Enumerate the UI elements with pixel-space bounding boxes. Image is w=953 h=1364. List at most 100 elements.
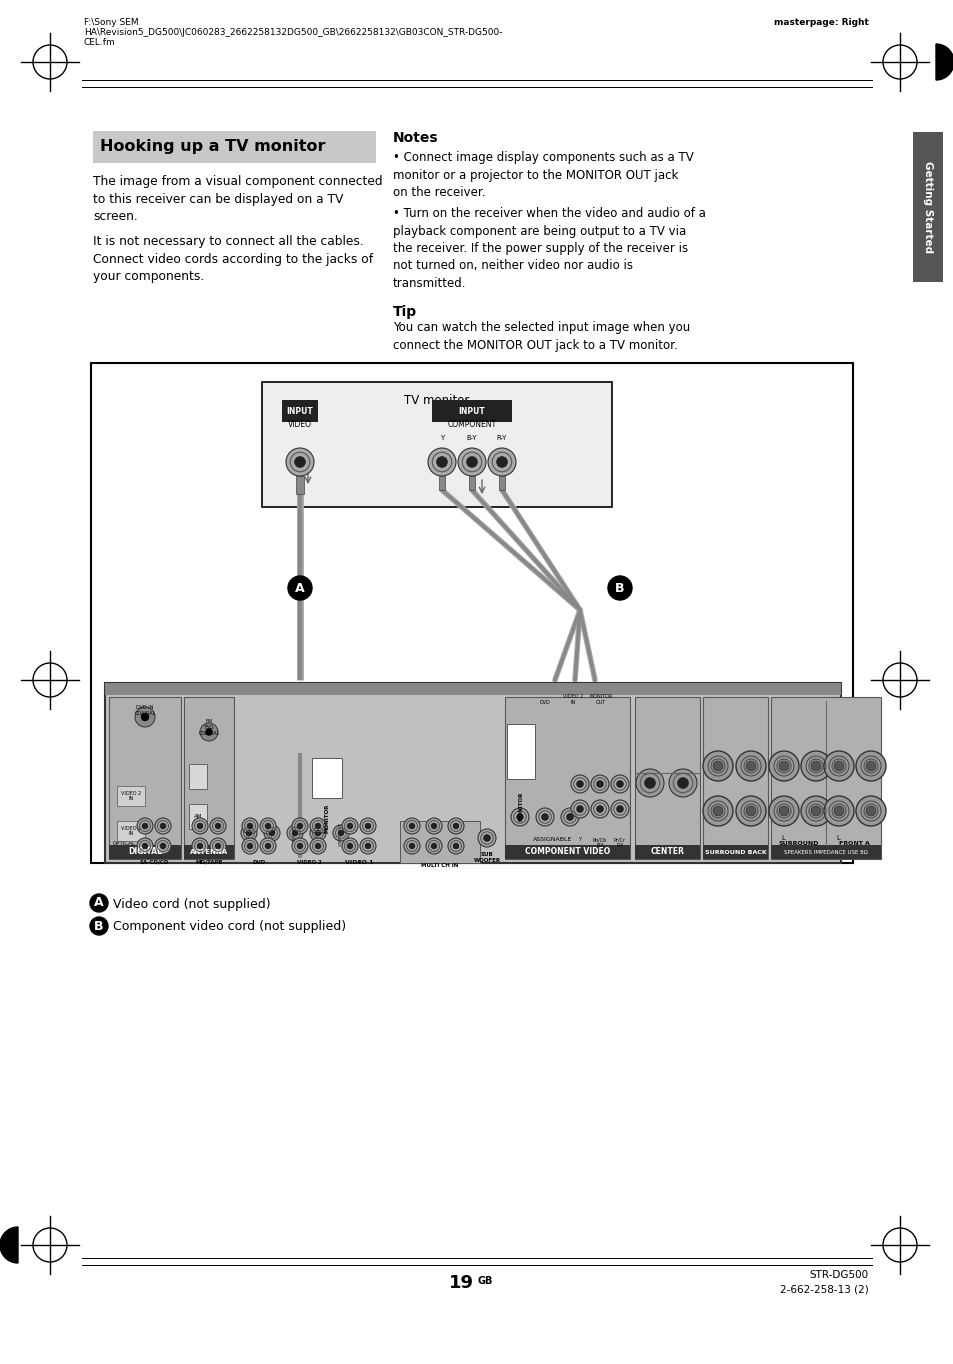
Circle shape xyxy=(246,831,252,836)
Bar xyxy=(702,846,767,859)
Circle shape xyxy=(260,818,275,833)
Bar xyxy=(295,476,304,494)
Bar xyxy=(282,400,317,421)
Circle shape xyxy=(287,825,303,842)
Text: DVD IN
COAXIAL: DVD IN COAXIAL xyxy=(134,705,155,716)
Bar xyxy=(189,764,207,788)
Circle shape xyxy=(214,822,221,829)
Text: A: A xyxy=(94,896,104,910)
Text: B-Y: B-Y xyxy=(466,435,476,441)
Circle shape xyxy=(668,769,697,797)
Circle shape xyxy=(314,831,320,836)
Circle shape xyxy=(310,818,326,833)
Circle shape xyxy=(137,818,152,833)
Circle shape xyxy=(457,447,485,476)
Circle shape xyxy=(196,843,203,848)
Circle shape xyxy=(616,780,623,787)
Bar xyxy=(312,758,341,798)
Circle shape xyxy=(210,818,226,833)
Circle shape xyxy=(409,822,415,829)
Circle shape xyxy=(160,822,166,829)
Circle shape xyxy=(242,818,257,833)
Circle shape xyxy=(294,457,305,468)
Text: HA\Revision5_DG500\JC060283_2662258132DG500_GB\2662258132\GB03CON_STR-DG500-: HA\Revision5_DG500\JC060283_2662258132DG… xyxy=(84,29,502,37)
Circle shape xyxy=(214,843,221,848)
Circle shape xyxy=(448,837,463,854)
Text: ANTENNA: ANTENNA xyxy=(190,848,228,855)
Text: SURROUND BACK: SURROUND BACK xyxy=(704,850,765,854)
Text: VIDEO IN: VIDEO IN xyxy=(315,822,319,842)
Circle shape xyxy=(702,797,732,827)
Circle shape xyxy=(801,797,830,827)
Circle shape xyxy=(483,835,490,842)
Text: VIDEO 2
IN: VIDEO 2 IN xyxy=(562,694,582,705)
Circle shape xyxy=(154,818,171,833)
Circle shape xyxy=(200,723,218,741)
Circle shape xyxy=(576,780,583,787)
Text: GB: GB xyxy=(477,1275,493,1286)
Text: Component video cord (not supplied): Component video cord (not supplied) xyxy=(112,919,346,933)
Text: R-Y: R-Y xyxy=(497,435,507,441)
Circle shape xyxy=(431,822,436,829)
Circle shape xyxy=(590,801,608,818)
Circle shape xyxy=(865,761,875,771)
Circle shape xyxy=(560,807,578,827)
Circle shape xyxy=(365,843,371,848)
Bar xyxy=(262,382,612,507)
Circle shape xyxy=(431,843,436,848)
Circle shape xyxy=(636,769,663,797)
Bar xyxy=(184,846,233,859)
Text: VIDEO 1: VIDEO 1 xyxy=(344,859,373,865)
Circle shape xyxy=(833,806,843,816)
Circle shape xyxy=(288,576,312,600)
Circle shape xyxy=(590,775,608,792)
Circle shape xyxy=(768,752,799,782)
Text: Tip: Tip xyxy=(393,306,416,319)
Circle shape xyxy=(616,806,623,813)
Circle shape xyxy=(426,837,441,854)
Text: AM: AM xyxy=(193,813,202,818)
Text: VIDEO OUT: VIDEO OUT xyxy=(338,822,343,846)
Bar xyxy=(635,697,700,859)
Bar xyxy=(109,846,181,859)
Circle shape xyxy=(453,843,458,848)
Circle shape xyxy=(365,822,371,829)
Circle shape xyxy=(359,837,375,854)
Circle shape xyxy=(516,813,523,821)
Circle shape xyxy=(160,843,166,848)
Text: VIDEO 2
IN: VIDEO 2 IN xyxy=(121,791,141,802)
Bar xyxy=(117,786,145,806)
Circle shape xyxy=(142,843,148,848)
Text: You can watch the selected input image when you
connect the MONITOR OUT jack to : You can watch the selected input image w… xyxy=(393,321,690,352)
Circle shape xyxy=(90,893,108,913)
Text: It is not necessary to connect all the cables.
Connect video cords according to : It is not necessary to connect all the c… xyxy=(92,235,373,282)
Circle shape xyxy=(610,775,628,792)
Circle shape xyxy=(712,806,722,816)
Text: VIDEO 1
IN: VIDEO 1 IN xyxy=(121,825,141,836)
Circle shape xyxy=(90,917,108,934)
Circle shape xyxy=(810,806,821,816)
Bar xyxy=(506,724,535,779)
Circle shape xyxy=(823,752,853,782)
Circle shape xyxy=(141,713,149,722)
Bar xyxy=(635,846,700,859)
Circle shape xyxy=(341,837,357,854)
Text: DVD: DVD xyxy=(253,859,265,865)
Circle shape xyxy=(466,457,477,468)
Circle shape xyxy=(347,843,353,848)
Circle shape xyxy=(702,752,732,782)
Text: OPTICAL: OPTICAL xyxy=(112,842,135,846)
Text: L: L xyxy=(781,835,784,842)
Circle shape xyxy=(192,837,208,854)
Text: VIDEO IN: VIDEO IN xyxy=(247,822,251,842)
Circle shape xyxy=(855,797,885,827)
Text: INPUT: INPUT xyxy=(458,406,485,416)
Circle shape xyxy=(403,837,419,854)
Circle shape xyxy=(196,822,203,829)
Circle shape xyxy=(286,447,314,476)
Text: Pb/Cb
B-Y: Pb/Cb B-Y xyxy=(593,837,606,848)
Circle shape xyxy=(735,797,765,827)
Text: FM
75Ω
COAXIAL: FM 75Ω COAXIAL xyxy=(198,719,219,735)
Bar xyxy=(438,476,444,490)
Circle shape xyxy=(511,807,529,827)
